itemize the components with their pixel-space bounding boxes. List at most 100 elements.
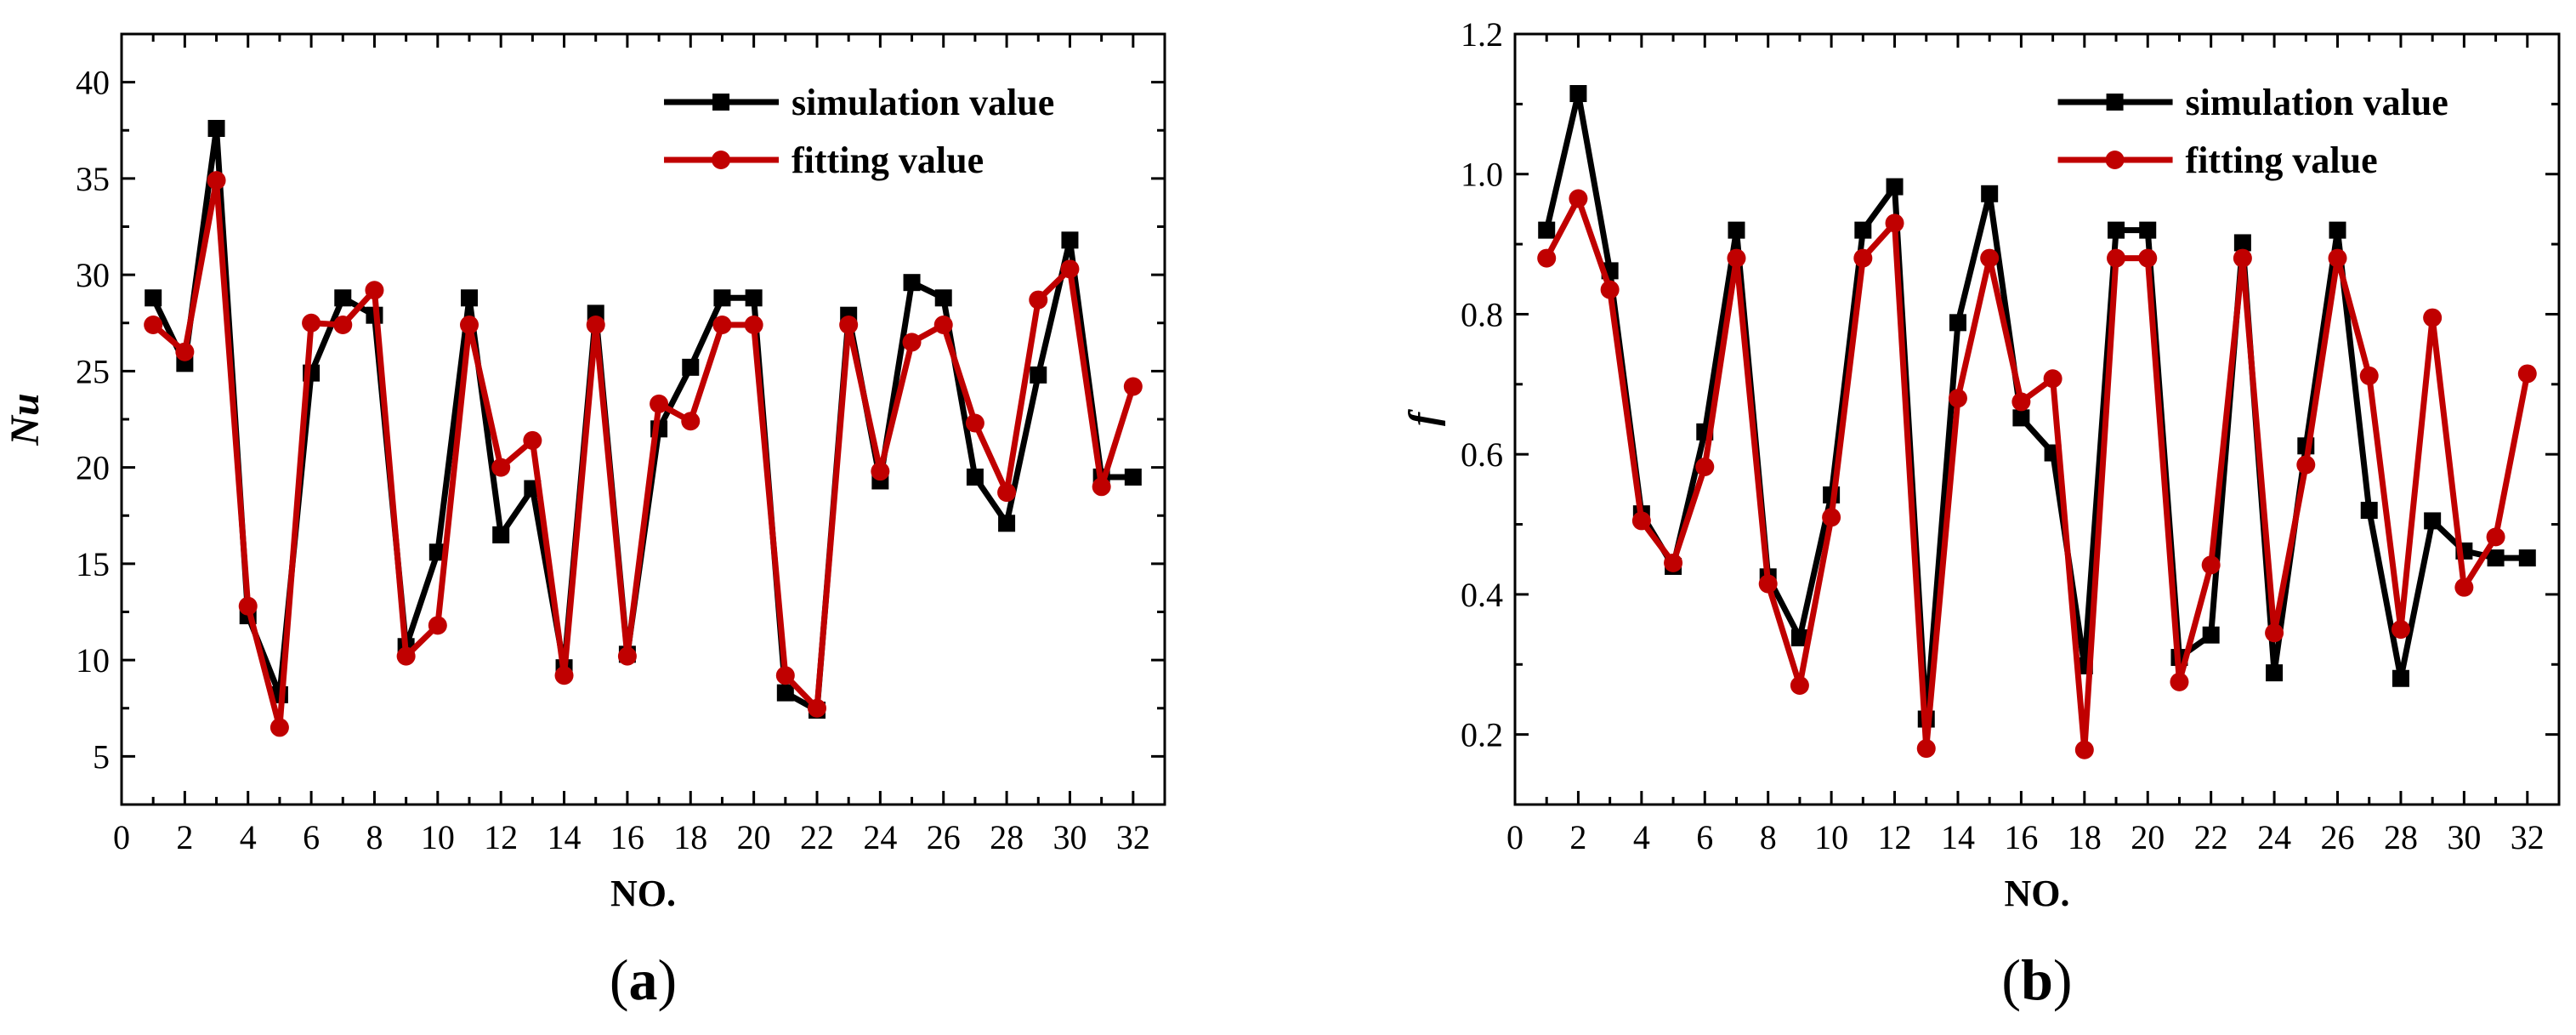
fitting-point-b-14 <box>1948 389 1967 408</box>
simulation-point-b-32 <box>2518 549 2536 567</box>
x-tick-label-b-24: 24 <box>2257 818 2291 856</box>
plot-frame-b <box>1513 32 2561 806</box>
x-tick-label-a-6: 6 <box>303 818 320 856</box>
simulation-point-a-12 <box>492 526 510 543</box>
x-tick-label-b-14: 14 <box>1941 818 1975 856</box>
simulation-point-b-23 <box>2233 234 2251 252</box>
simulation-point-b-26 <box>2329 221 2346 239</box>
simulation-point-b-14 <box>1949 314 1966 332</box>
fitting-point-a-27 <box>965 413 984 433</box>
fitting-point-a-22 <box>808 698 826 718</box>
fitting-point-a-31 <box>1092 477 1111 497</box>
simulation-point-a-19 <box>713 289 731 307</box>
fitting-point-a-20 <box>744 316 763 335</box>
x-tick-label-a-10: 10 <box>421 818 455 856</box>
fitting-point-a-28 <box>997 483 1017 503</box>
legend-fitting-marker-b <box>2105 151 2125 169</box>
simulation-point-a-29 <box>1030 366 1047 384</box>
panel-label-a: (a) <box>610 947 677 1012</box>
x-tick-label-b-4: 4 <box>1633 818 1650 856</box>
y-tick-label-a-40: 40 <box>76 64 110 102</box>
x-tick-label-b-2: 2 <box>1569 818 1586 856</box>
simulation-point-b-9 <box>1790 628 1808 646</box>
legend-simulation-marker-b <box>2106 94 2124 111</box>
x-tick-label-b-26: 26 <box>2321 818 2355 856</box>
legend-fitting-label-a: fitting value <box>792 139 984 181</box>
fitting-point-b-7 <box>1727 248 1746 268</box>
simulation-point-b-28 <box>2392 669 2409 687</box>
x-tick-label-b-32: 32 <box>2511 818 2545 856</box>
fitting-point-a-3 <box>207 171 226 191</box>
fitting-point-b-19 <box>2107 248 2126 268</box>
fitting-point-b-2 <box>1569 189 1588 208</box>
fitting-point-b-28 <box>2391 620 2410 640</box>
x-tick-label-a-20: 20 <box>737 818 771 856</box>
fitting-point-b-11 <box>1853 248 1873 268</box>
fitting-point-b-9 <box>1790 675 1809 695</box>
fitting-point-a-6 <box>302 313 321 333</box>
fitting-point-b-21 <box>2170 672 2189 691</box>
fitting-point-a-1 <box>144 316 163 335</box>
x-tick-label-a-12: 12 <box>484 818 518 856</box>
x-tick-label-a-14: 14 <box>548 818 582 856</box>
simulation-point-a-20 <box>745 289 763 307</box>
y-tick-label-b-0.6: 0.6 <box>1461 435 1503 474</box>
fitting-point-b-1 <box>1537 248 1557 268</box>
fitting-point-b-13 <box>1916 739 1936 759</box>
fitting-point-a-18 <box>681 412 701 431</box>
simulation-point-a-18 <box>682 358 700 376</box>
x-tick-label-a-24: 24 <box>863 818 897 856</box>
legend-simulation-marker-a <box>712 94 730 111</box>
fitting-point-b-26 <box>2328 248 2347 268</box>
panel-label-b: (b) <box>2001 947 2072 1012</box>
x-tick-label-a-16: 16 <box>610 818 644 856</box>
simulation-line-b <box>1543 90 2528 723</box>
x-axis-title-a: NO. <box>610 873 676 914</box>
fitting-point-a-7 <box>333 316 353 335</box>
y-tick-label-a-5: 5 <box>93 737 110 776</box>
y-tick-label-a-30: 30 <box>76 256 110 294</box>
x-tick-label-a-8: 8 <box>366 818 383 856</box>
fitting-point-b-32 <box>2517 364 2537 384</box>
fitting-point-a-26 <box>933 316 953 335</box>
x-tick-label-a-2: 2 <box>176 818 193 856</box>
simulation-point-a-26 <box>934 289 952 307</box>
fitting-point-b-25 <box>2296 455 2316 475</box>
simulation-point-b-2 <box>1569 85 1587 103</box>
simulation-point-b-29 <box>2424 512 2442 530</box>
fitting-point-b-5 <box>1664 553 1683 572</box>
fitting-point-a-29 <box>1029 290 1048 310</box>
fitting-point-a-15 <box>586 316 605 335</box>
fitting-point-a-19 <box>712 316 732 335</box>
fitting-point-b-15 <box>1980 248 2000 268</box>
fitting-point-a-17 <box>650 394 669 413</box>
y-tick-label-b-0.2: 0.2 <box>1461 716 1503 754</box>
fitting-point-a-30 <box>1060 259 1080 279</box>
y-tick-label-a-10: 10 <box>76 641 110 680</box>
simulation-point-a-32 <box>1124 468 1142 486</box>
fitting-line-b <box>1544 196 2531 754</box>
fitting-point-b-17 <box>2043 369 2063 389</box>
legend-simulation-label-a: simulation value <box>792 82 1054 123</box>
simulation-point-b-27 <box>2360 502 2378 520</box>
fitting-point-b-8 <box>1758 574 1778 594</box>
y-tick-label-b-1: 1.0 <box>1461 156 1503 194</box>
fitting-point-b-12 <box>1885 213 1904 233</box>
fitting-point-b-10 <box>1822 508 1841 527</box>
y-axis-title-a: Nu <box>3 393 48 446</box>
panel-b-chart: 0 2 4 6 8 10 12 14 16 18 20 22 24 26 28 30 320.20.40.60.… <box>1401 15 2561 1012</box>
x-tick-label-b-28: 28 <box>2384 818 2418 856</box>
y-tick-label-b-0.8: 0.8 <box>1461 295 1503 333</box>
simulation-point-a-10 <box>428 543 446 561</box>
fitting-point-a-5 <box>270 718 289 737</box>
simulation-point-a-1 <box>145 289 162 307</box>
simulation-point-a-3 <box>207 119 225 137</box>
fitting-point-a-10 <box>428 616 447 635</box>
simulation-point-b-1 <box>1538 221 1556 239</box>
simulation-point-b-16 <box>2012 409 2030 427</box>
y-tick-label-a-15: 15 <box>76 545 110 583</box>
fitting-point-b-31 <box>2486 527 2505 547</box>
x-tick-label-b-20: 20 <box>2131 818 2165 856</box>
simulation-point-b-22 <box>2202 626 2220 644</box>
fitting-point-a-4 <box>238 596 258 616</box>
